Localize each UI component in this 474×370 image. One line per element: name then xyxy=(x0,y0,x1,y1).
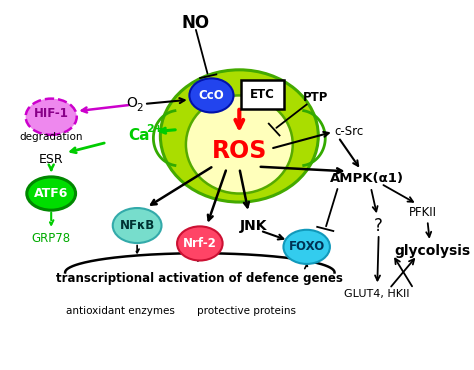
Text: protective proteins: protective proteins xyxy=(197,306,296,316)
Text: GLUT4, HKII: GLUT4, HKII xyxy=(344,289,409,299)
Ellipse shape xyxy=(113,208,162,243)
Ellipse shape xyxy=(27,177,75,210)
Text: ETC: ETC xyxy=(250,88,275,101)
Ellipse shape xyxy=(186,95,293,194)
Text: PTP: PTP xyxy=(303,91,328,104)
Text: JNK: JNK xyxy=(239,219,267,232)
Text: ROS: ROS xyxy=(211,139,267,163)
Text: HIF-1: HIF-1 xyxy=(34,107,69,120)
Text: c-Src: c-Src xyxy=(335,125,364,138)
Text: antioxidant enzymes: antioxidant enzymes xyxy=(66,306,175,316)
Text: NO: NO xyxy=(181,14,209,32)
Text: NFκB: NFκB xyxy=(119,219,155,232)
Text: degradation: degradation xyxy=(19,132,83,142)
Text: PFKII: PFKII xyxy=(409,206,437,219)
Text: transcriptional activation of defence genes: transcriptional activation of defence ge… xyxy=(56,272,343,285)
Text: FOXO: FOXO xyxy=(289,240,325,253)
Text: O: O xyxy=(126,96,137,110)
FancyBboxPatch shape xyxy=(241,80,284,109)
Ellipse shape xyxy=(283,230,330,264)
Ellipse shape xyxy=(26,99,77,135)
Ellipse shape xyxy=(177,226,223,260)
Text: 2: 2 xyxy=(137,103,143,113)
Ellipse shape xyxy=(160,70,319,202)
Ellipse shape xyxy=(190,78,234,112)
Text: Nrf-2: Nrf-2 xyxy=(183,237,217,250)
Text: CcO: CcO xyxy=(199,89,224,102)
Text: GRP78: GRP78 xyxy=(32,232,71,245)
Text: ATF6: ATF6 xyxy=(34,187,68,200)
Text: Ca: Ca xyxy=(129,128,150,144)
Text: AMPK(α1): AMPK(α1) xyxy=(330,172,404,185)
Text: 2+: 2+ xyxy=(146,124,163,134)
Text: ?: ? xyxy=(374,216,383,235)
Text: ESR: ESR xyxy=(39,153,64,166)
Text: glycolysis: glycolysis xyxy=(394,244,470,258)
